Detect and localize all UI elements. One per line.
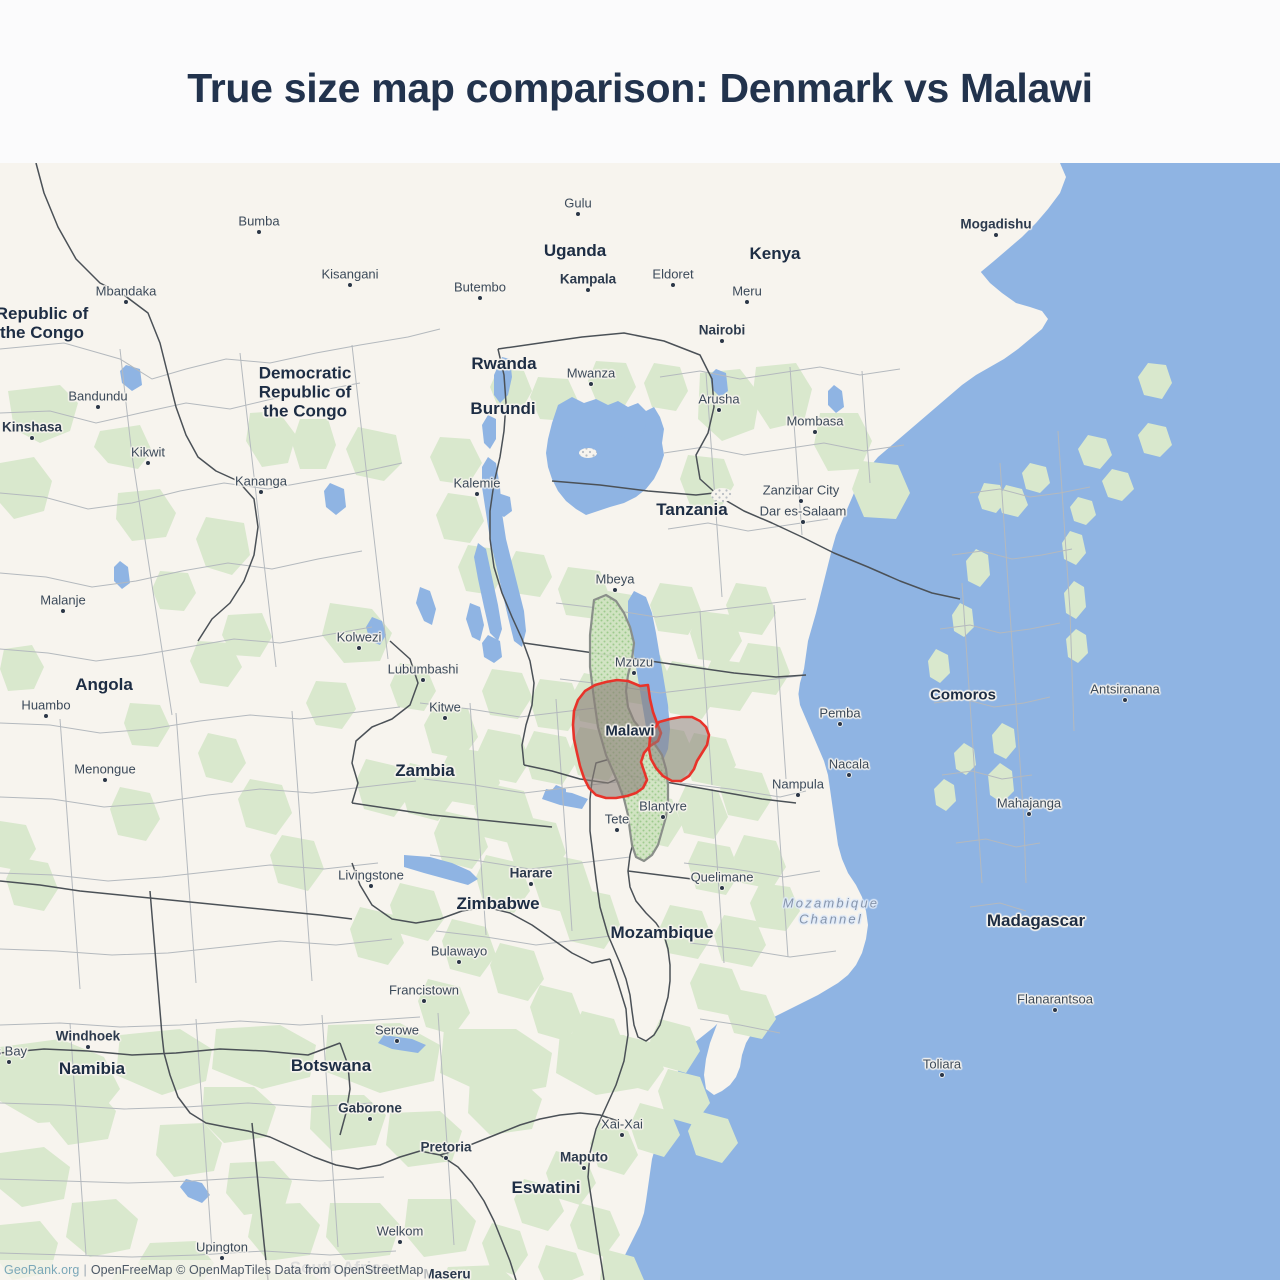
city-marker-dot xyxy=(457,960,461,964)
admin-borders xyxy=(0,328,1091,1258)
page-title: True size map comparison: Denmark vs Mal… xyxy=(187,65,1093,111)
city-marker-dot xyxy=(398,1240,402,1244)
city-marker-dot xyxy=(257,230,261,234)
city-marker-dot xyxy=(220,1256,224,1260)
city-marker-dot xyxy=(30,436,34,440)
city-marker-dot xyxy=(86,1045,90,1049)
city-marker-dot xyxy=(395,1039,399,1043)
city-marker-dot xyxy=(813,430,817,434)
city-marker-dot xyxy=(368,1117,372,1121)
title-bar: True size map comparison: Denmark vs Mal… xyxy=(0,0,1280,163)
city-marker-dot xyxy=(422,999,426,1003)
city-marker-dot xyxy=(615,828,619,832)
city-marker-dot xyxy=(801,520,805,524)
map-vector-layer xyxy=(0,163,1280,1280)
city-marker-dot xyxy=(96,405,100,409)
city-marker-dot xyxy=(124,300,128,304)
city-marker-dot xyxy=(661,815,665,819)
city-marker-dot xyxy=(720,339,724,343)
denmark-zealand-polygon xyxy=(647,715,711,783)
city-marker-dot xyxy=(745,300,749,304)
city-marker-dot xyxy=(1027,812,1031,816)
city-marker-dot xyxy=(259,490,263,494)
attribution-brand[interactable]: GeoRank.org xyxy=(4,1263,80,1277)
city-marker-dot xyxy=(369,884,373,888)
city-marker-dot xyxy=(632,671,636,675)
city-marker-dot xyxy=(671,283,675,287)
city-marker-dot xyxy=(796,793,800,797)
city-marker-dot xyxy=(582,1166,586,1170)
map-canvas[interactable]: Republic of the Congo Democratic Republic o… xyxy=(0,163,1280,1280)
city-marker-dot xyxy=(576,212,580,216)
city-marker-dot xyxy=(994,233,998,237)
city-marker-dot xyxy=(61,609,65,613)
east-coast-detail xyxy=(704,633,868,1095)
city-marker-dot xyxy=(475,492,479,496)
city-marker-dot xyxy=(720,886,724,890)
denmark-jutland-polygon xyxy=(571,678,663,800)
city-marker-dot xyxy=(421,678,425,682)
forest-areas xyxy=(0,361,1172,1280)
city-marker-dot xyxy=(717,408,721,412)
city-marker-dot xyxy=(444,1156,448,1160)
city-marker-dot xyxy=(478,296,482,300)
city-marker-dot xyxy=(7,1060,11,1064)
city-marker-dot xyxy=(589,382,593,386)
city-marker-dot xyxy=(357,646,361,650)
city-marker-dot xyxy=(443,716,447,720)
city-marker-dot xyxy=(44,714,48,718)
denmark-overlay[interactable] xyxy=(571,678,711,800)
city-marker-dot xyxy=(613,588,617,592)
country-borders xyxy=(0,163,961,1280)
city-marker-dot xyxy=(529,882,533,886)
city-marker-dot xyxy=(620,1133,624,1137)
urban-areas xyxy=(579,448,733,502)
attribution-bar[interactable]: GeoRank.org | OpenFreeMap © OpenMapTiles… xyxy=(0,1260,430,1280)
city-marker-dot xyxy=(586,288,590,292)
city-marker-dot xyxy=(847,773,851,777)
city-marker-dot xyxy=(838,722,842,726)
city-marker-dot xyxy=(146,461,150,465)
attribution-text[interactable]: OpenFreeMap © OpenMapTiles Data from Ope… xyxy=(90,1263,424,1277)
city-marker-dot xyxy=(940,1073,944,1077)
city-marker-dot xyxy=(1053,1008,1057,1012)
somalia-coast xyxy=(902,163,1066,295)
city-marker-dot xyxy=(799,499,803,503)
city-marker-dot xyxy=(1123,698,1127,702)
city-marker-dot xyxy=(103,778,107,782)
city-marker-dot xyxy=(348,283,352,287)
attribution-separator: | xyxy=(83,1263,87,1277)
